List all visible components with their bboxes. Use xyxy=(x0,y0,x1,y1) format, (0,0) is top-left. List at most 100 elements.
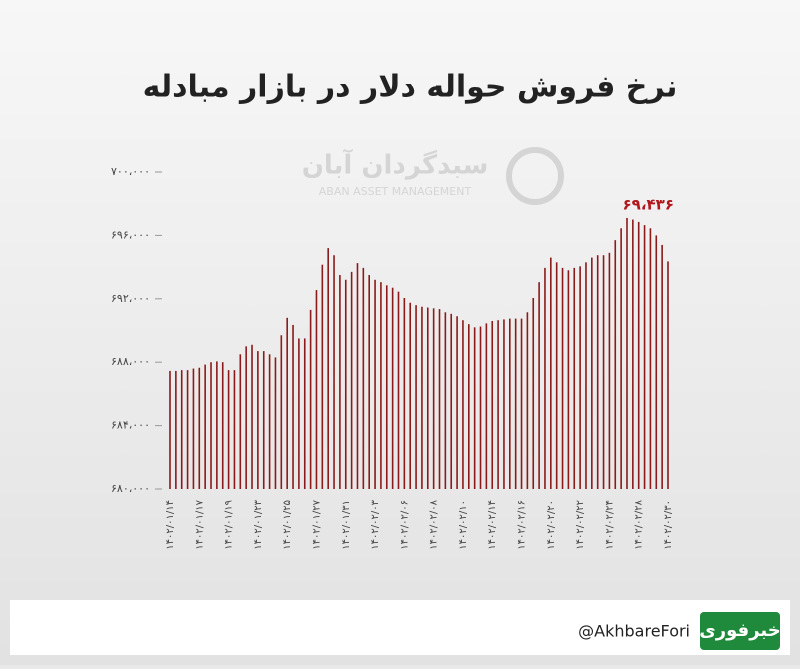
bar xyxy=(532,298,535,489)
bar xyxy=(356,263,359,489)
x-tick-label: ۱۴۰۲/۰۲/۲۸ xyxy=(634,499,645,549)
bar xyxy=(620,228,622,489)
bar xyxy=(538,282,540,489)
footer-logo: خبرفوری xyxy=(699,620,780,641)
bar xyxy=(608,252,611,489)
bar xyxy=(350,271,353,489)
bar xyxy=(643,225,646,489)
bar xyxy=(596,255,599,489)
bar xyxy=(221,362,224,489)
bar xyxy=(479,326,482,489)
bar xyxy=(315,290,318,489)
bar xyxy=(497,320,499,489)
watermark: سبدگردان آبان ABAN ASSET MANAGEMENT xyxy=(302,147,564,205)
x-tick-label: ۱۴۰۲/۰۱/۱۷ xyxy=(194,499,205,549)
watermark-subtitle: ABAN ASSET MANAGEMENT xyxy=(319,185,472,198)
bar xyxy=(591,257,593,489)
bar xyxy=(186,370,189,489)
bar xyxy=(462,320,464,489)
bar xyxy=(292,324,294,489)
bar xyxy=(216,361,218,489)
bar xyxy=(526,312,529,489)
x-tick-label: ۱۴۰۲/۰۱/۲۵ xyxy=(282,500,293,550)
x-tick-label: ۱۴۰۲/۰۲/۲۰ xyxy=(546,500,557,550)
bar xyxy=(327,248,329,489)
bar xyxy=(491,320,494,489)
footer-handle: @AkhbareFori xyxy=(578,622,690,641)
bar xyxy=(649,228,652,489)
bar xyxy=(561,267,564,489)
annotation: ۶۹،۴۳۶ xyxy=(623,196,674,214)
bar xyxy=(380,282,382,489)
bar xyxy=(309,309,312,489)
bar xyxy=(198,367,201,489)
bar xyxy=(368,275,370,489)
x-tick-label: ۱۴۰۲/۰۲/۲۲ xyxy=(575,500,586,550)
footer-logo-box xyxy=(700,612,780,650)
bar xyxy=(450,313,453,489)
bar xyxy=(585,262,587,489)
bar xyxy=(503,319,505,489)
bar xyxy=(509,318,511,489)
bar xyxy=(426,307,429,489)
bar xyxy=(169,370,171,489)
bar xyxy=(661,244,663,489)
y-tick-label: ۶۸۸،۰۰۰ xyxy=(111,355,150,368)
bar xyxy=(567,270,570,489)
bar xyxy=(602,255,605,489)
bar xyxy=(544,267,546,489)
bar xyxy=(579,266,581,489)
bar xyxy=(667,261,669,489)
x-tick-label: ۱۴۰۲/۰۲/۰۸ xyxy=(429,499,440,549)
x-tick-label: ۱۴۰۲/۰۲/۰۳ xyxy=(370,499,381,549)
bar xyxy=(403,298,406,489)
bar xyxy=(262,351,265,489)
x-tick-label: ۱۴۰۲/۰۲/۳۰ xyxy=(663,500,674,550)
bar xyxy=(456,316,458,489)
bar xyxy=(573,267,576,489)
bar xyxy=(251,344,253,489)
bar xyxy=(637,221,640,490)
y-tick-label: ۶۹۶،۰۰۰ xyxy=(111,228,150,241)
bar xyxy=(298,338,300,489)
bar xyxy=(555,262,558,489)
x-tick-label: ۱۴۰۲/۰۲/۱۴ xyxy=(487,500,498,550)
bar xyxy=(227,370,230,489)
bar xyxy=(180,370,183,489)
bar xyxy=(303,338,306,489)
bar xyxy=(409,302,412,489)
footer-panel xyxy=(10,600,790,655)
bar xyxy=(204,364,206,489)
chart-title: نرخ فروش حواله دلار در بازار مبادله xyxy=(143,70,678,105)
bar xyxy=(550,257,552,489)
bar xyxy=(333,255,335,489)
x-tick-label: ۱۴۰۲/۰۱/۲۳ xyxy=(253,499,264,549)
bar xyxy=(210,362,212,489)
y-tick-label: ۶۹۲،۰۰۰ xyxy=(111,292,150,305)
bar xyxy=(280,335,283,489)
bar xyxy=(444,312,447,489)
bar xyxy=(632,219,634,490)
x-tick-label: ۱۴۰۲/۰۲/۱۰ xyxy=(458,500,469,550)
bar xyxy=(192,368,195,489)
x-tick-label: ۱۴۰۲/۰۲/۱۶ xyxy=(517,500,528,550)
bar xyxy=(374,279,376,489)
bar xyxy=(239,354,242,489)
y-tick-label: ۶۸۰،۰۰۰ xyxy=(111,482,150,495)
bar xyxy=(339,275,341,489)
bar xyxy=(391,287,394,489)
bar xyxy=(321,264,324,489)
bar xyxy=(438,309,441,489)
bar xyxy=(385,285,388,489)
bar xyxy=(421,306,423,489)
watermark-name: سبدگردان آبان xyxy=(302,149,489,181)
x-tick-label: ۱۴۰۲/۰۲/۰۶ xyxy=(399,500,410,550)
bar xyxy=(175,370,177,489)
bar xyxy=(257,351,259,489)
bar xyxy=(344,279,347,489)
x-tick-label: ۱۴۰۲/۰۱/۲۷ xyxy=(311,499,322,549)
y-tick-label: ۶۸۴،۰۰۰ xyxy=(111,419,150,432)
bar xyxy=(626,217,628,489)
